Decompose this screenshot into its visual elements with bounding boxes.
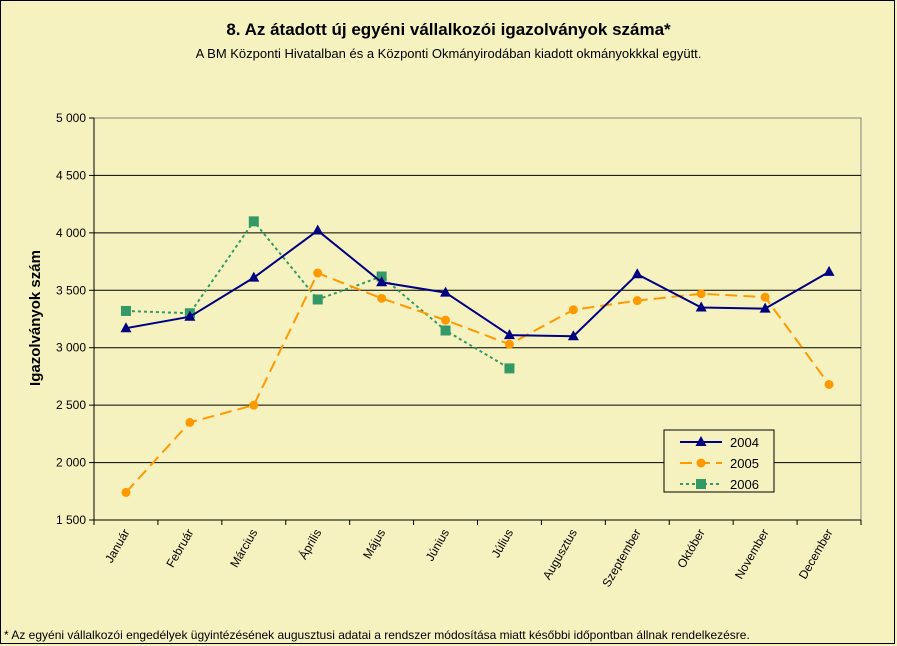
y-tick-label: 4 500: [56, 168, 86, 182]
y-tick-label: 1 500: [56, 513, 86, 527]
data-point-2006: [440, 325, 451, 336]
series-2005: [121, 268, 834, 497]
legend-marker-2006: [696, 479, 706, 489]
legend-marker-2004: [695, 436, 707, 446]
data-point-2005: [377, 293, 387, 303]
legend: 2004 2005 2006: [663, 429, 775, 493]
x-tick-label: Április: [295, 526, 324, 562]
x-tick-label: December: [796, 527, 836, 582]
data-point-2004: [631, 268, 643, 279]
data-point-2005: [824, 379, 834, 389]
x-tick-label: Július: [489, 527, 516, 561]
x-tick-label: Október: [674, 526, 707, 570]
data-point-2004: [248, 271, 260, 282]
data-point-2004: [695, 301, 707, 312]
chart-title: 8. Az átadott új egyéni vállalkozói igaz…: [226, 20, 671, 39]
data-point-2004: [312, 224, 324, 235]
y-axis-label: Igazolványok szám: [27, 250, 44, 386]
data-point-2004: [503, 329, 515, 340]
data-point-2006: [120, 305, 131, 316]
series-line-2005: [125, 271, 830, 494]
y-tick-label: 3 500: [56, 283, 86, 297]
x-tick-label: Március: [227, 527, 260, 570]
y-tick-label: 2 000: [56, 456, 86, 470]
data-point-2005: [568, 305, 578, 315]
x-tick-label: Június: [423, 527, 452, 564]
data-point-2004: [823, 265, 835, 276]
data-point-2006: [504, 363, 515, 374]
x-tick-label: Szeptember: [599, 527, 643, 590]
data-point-2006: [248, 216, 259, 227]
legend-box: [663, 429, 775, 493]
data-point-2004: [440, 286, 452, 297]
x-tick-label: Február: [163, 527, 196, 570]
data-point-2004: [759, 302, 771, 313]
chart-subtitle: A BM Központi Hivatalban és a Központi O…: [195, 46, 702, 61]
series-layer: [120, 216, 835, 497]
data-point-2004: [120, 322, 132, 333]
data-point-2004: [567, 330, 579, 341]
y-tick-label: 2 500: [56, 398, 86, 412]
data-point-2005: [760, 292, 770, 302]
data-point-2006: [312, 294, 323, 305]
data-point-2005: [121, 487, 131, 497]
y-tick-label: 5 000: [56, 111, 86, 125]
data-point-2005: [249, 400, 259, 410]
data-point-2005: [313, 268, 323, 278]
data-point-2004: [376, 276, 388, 287]
y-tick-label: 4 000: [56, 226, 86, 240]
series-line-2004: [125, 229, 830, 338]
series-2004: [120, 224, 835, 341]
data-point-2005: [504, 339, 514, 349]
legend-label-2006: 2006: [730, 477, 759, 492]
y-axis: 1 500 2 000 2 500 3 000 3 500 4 000 4 500 5 000: [56, 111, 95, 527]
legend-label-2004: 2004: [730, 435, 759, 450]
legend-label-2005: 2005: [730, 456, 759, 471]
footnote: * Az egyéni vállalkozói engedélyek ügyin…: [4, 628, 750, 642]
data-point-2004: [184, 310, 196, 321]
x-tick-label: Augusztus: [540, 527, 580, 583]
data-point-2005: [632, 296, 642, 306]
x-tick-label: Május: [360, 527, 388, 562]
x-axis: Január Február Március Április Május Június Jú…: [93, 519, 862, 590]
y-tick-label: 3 000: [56, 341, 86, 355]
x-tick-label: Január: [102, 527, 132, 566]
data-point-2005: [696, 289, 706, 299]
legend-marker-2005: [696, 458, 706, 468]
x-tick-label: November: [732, 527, 772, 582]
data-point-2005: [185, 417, 195, 427]
data-point-2005: [441, 315, 451, 325]
